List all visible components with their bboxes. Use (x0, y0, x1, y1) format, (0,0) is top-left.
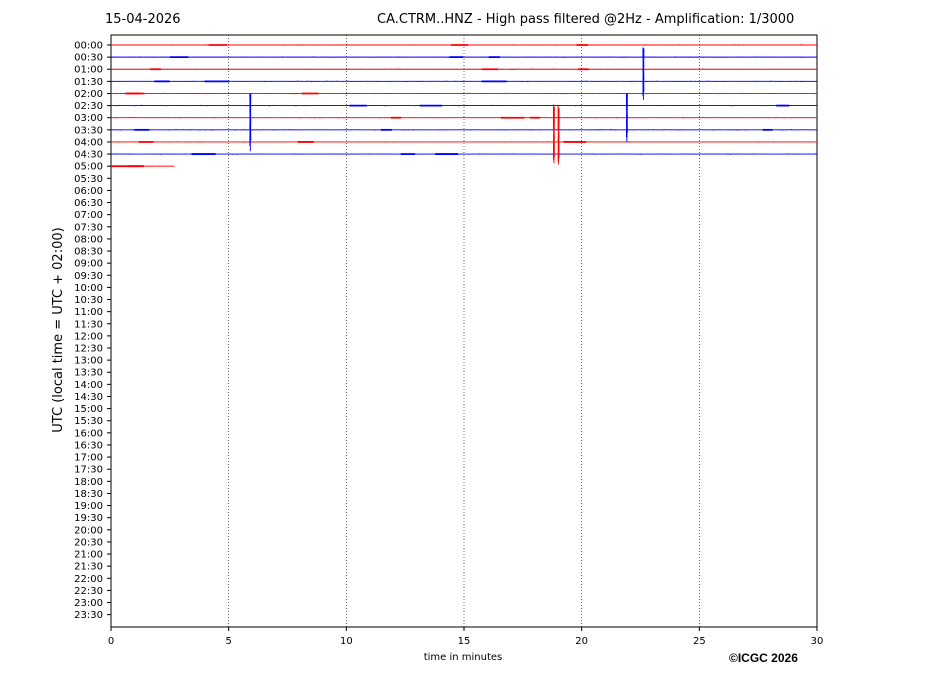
y-tick-label: 18:30 (74, 489, 103, 500)
trace-0200 (110, 92, 817, 95)
trace-noise (110, 68, 817, 71)
y-tick-label: 23:30 (74, 610, 103, 621)
trace-noise (110, 116, 817, 119)
y-tick-label: 09:30 (74, 271, 103, 282)
y-tick-label: 21:30 (74, 562, 103, 573)
y-tick-label: 18:00 (74, 477, 103, 488)
y-tick-label: 10:30 (74, 295, 103, 306)
y-tick-label: 05:30 (74, 174, 103, 185)
y-tick-label: 16:00 (74, 428, 103, 439)
y-tick-label: 06:30 (74, 198, 103, 209)
y-tick-label: 20:30 (74, 537, 103, 548)
x-tick-label: 10 (340, 636, 353, 647)
x-axis-label: time in minutes (424, 652, 503, 663)
y-axis-label: UTC (local time = UTC + 02:00) (51, 227, 66, 432)
y-tick-label: 14:30 (74, 392, 103, 403)
y-tick-label: 20:00 (74, 525, 103, 536)
trace-noise (110, 128, 817, 131)
trace-noise (110, 140, 817, 143)
y-tick-label: 08:00 (74, 234, 103, 245)
y-tick-label: 00:00 (74, 41, 103, 52)
event-spike (557, 105, 560, 165)
chart-title: CA.CTRM..HNZ - High pass filtered @2Hz -… (377, 12, 795, 27)
trace-0030 (110, 56, 817, 59)
trace-0300 (110, 116, 817, 119)
trace-noise (110, 92, 817, 95)
y-tick-label: 17:30 (74, 465, 103, 476)
trace-0000 (110, 44, 817, 46)
y-tick-label: 04:30 (74, 150, 103, 161)
trace-0230 (110, 104, 817, 107)
trace-noise (110, 104, 817, 107)
x-tick-label: 20 (575, 636, 588, 647)
y-tick-label: 15:30 (74, 416, 103, 427)
y-tick-label: 23:00 (74, 598, 103, 609)
y-tick-label: 08:30 (74, 247, 103, 258)
y-tick-label: 02:00 (74, 89, 103, 100)
trace-0100 (110, 68, 817, 71)
y-tick-label: 19:30 (74, 513, 103, 524)
event-spike (625, 93, 628, 143)
trace-0500 (110, 165, 175, 168)
trace-0330 (110, 128, 817, 131)
y-tick-label: 13:30 (74, 368, 103, 379)
y-tick-label: 05:00 (74, 162, 103, 173)
trace-0400 (110, 140, 817, 143)
y-tick-label: 06:00 (74, 186, 103, 197)
y-tick-label: 15:00 (74, 404, 103, 415)
x-tick-label: 15 (458, 636, 471, 647)
y-tick-label: 11:30 (74, 319, 103, 330)
trace-0130 (110, 80, 817, 83)
plot-frame (110, 34, 818, 628)
y-tick-label: 11:00 (74, 307, 103, 318)
x-tick-label: 30 (811, 636, 824, 647)
copyright-label: ©ICGC 2026 (729, 651, 798, 665)
y-tick-label: 16:30 (74, 440, 103, 451)
y-tick-label: 07:00 (74, 210, 103, 221)
event-spike (642, 47, 645, 100)
y-tick-label: 12:30 (74, 344, 103, 355)
x-tick-label: 25 (693, 636, 706, 647)
y-tick-label: 04:00 (74, 137, 103, 148)
y-tick-label: 22:00 (74, 574, 103, 585)
y-tick-label: 12:00 (74, 331, 103, 342)
trace-0430 (110, 153, 817, 156)
y-tick-label: 21:00 (74, 550, 103, 561)
date-label: 15-04-2026 (105, 12, 181, 27)
x-tick-label: 5 (225, 636, 231, 647)
y-tick-label: 03:00 (74, 113, 103, 124)
event-spike (552, 104, 555, 164)
x-tick-label: 0 (108, 636, 114, 647)
y-tick-label: 13:00 (74, 356, 103, 367)
y-tick-label: 14:00 (74, 380, 103, 391)
y-tick-label: 02:30 (74, 101, 103, 112)
y-tick-label: 10:00 (74, 283, 103, 294)
trace-noise (110, 153, 817, 156)
trace-noise (110, 56, 817, 59)
event-spike (249, 93, 252, 152)
y-tick-label: 00:30 (74, 53, 103, 64)
y-tick-label: 01:00 (74, 65, 103, 76)
y-tick-label: 17:00 (74, 453, 103, 464)
y-tick-label: 09:00 (74, 259, 103, 270)
y-tick-label: 07:30 (74, 222, 103, 233)
y-tick-label: 03:30 (74, 125, 103, 136)
y-tick-label: 01:30 (74, 77, 103, 88)
y-tick-label: 19:00 (74, 501, 103, 512)
y-tick-label: 22:30 (74, 586, 103, 597)
